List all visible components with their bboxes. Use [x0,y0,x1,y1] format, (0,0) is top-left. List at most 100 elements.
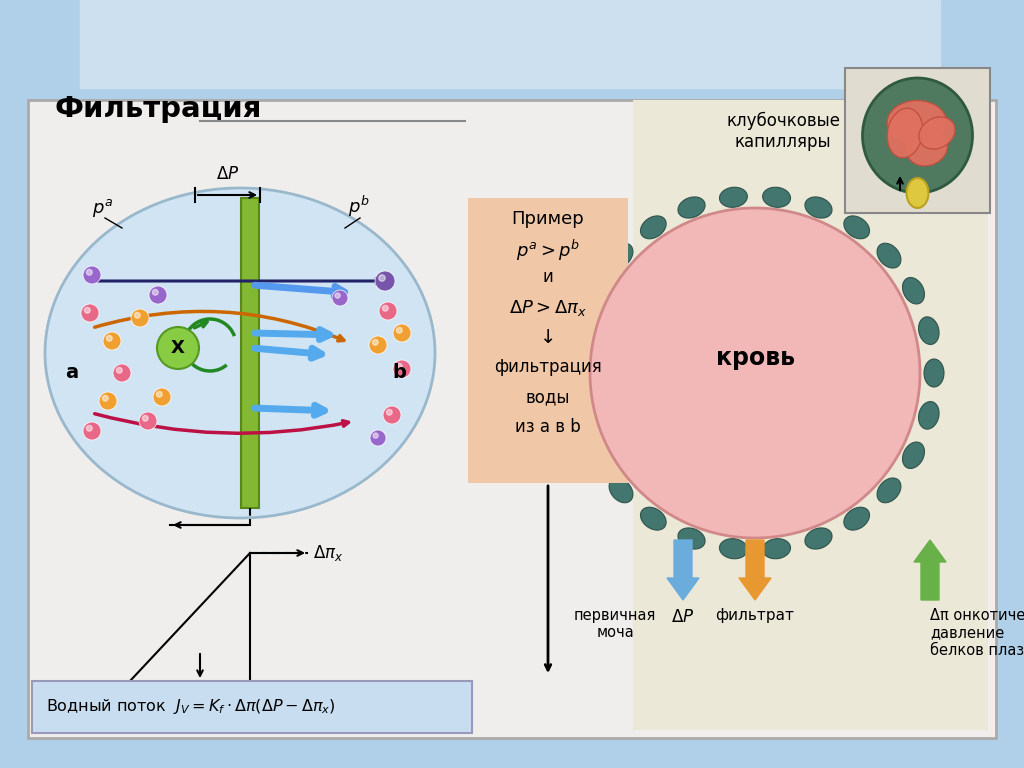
Circle shape [386,409,392,415]
Circle shape [103,332,121,350]
Circle shape [106,336,113,341]
Text: фильтрат: фильтрат [716,608,795,623]
Ellipse shape [45,188,435,518]
Text: Пример: Пример [512,210,585,228]
Ellipse shape [924,359,944,387]
Ellipse shape [640,216,667,239]
Text: Фильтрация: Фильтрация [55,95,262,123]
Bar [32,681,472,733]
Circle shape [113,364,131,382]
Ellipse shape [720,187,748,207]
Circle shape [375,271,395,291]
Text: ↓: ↓ [540,328,556,347]
Circle shape [370,430,386,446]
Ellipse shape [609,243,633,268]
Text: b: b [392,363,406,382]
Circle shape [157,327,199,369]
Text: Водный поток  $J_V = K_f \cdot \Delta\pi(\Delta P - \Delta\pi_x)$: Водный поток $J_V = K_f \cdot \Delta\pi(… [46,697,336,717]
Ellipse shape [609,478,633,503]
Ellipse shape [887,101,947,145]
Circle shape [393,360,411,378]
Ellipse shape [805,197,833,218]
Ellipse shape [906,178,929,208]
Circle shape [142,415,148,421]
Text: a: a [65,363,78,382]
Circle shape [393,324,411,342]
Circle shape [99,392,117,410]
Ellipse shape [878,243,901,268]
Text: $\Delta P$: $\Delta P$ [216,165,240,183]
Ellipse shape [844,216,869,239]
Text: воды: воды [525,388,570,406]
Text: кровь: кровь [716,346,795,370]
Ellipse shape [902,442,925,468]
Ellipse shape [678,197,706,218]
Circle shape [86,425,92,431]
Circle shape [83,422,101,440]
Circle shape [373,433,378,439]
Circle shape [83,266,101,284]
Text: фильтрация: фильтрация [495,358,602,376]
Circle shape [150,286,167,304]
Ellipse shape [919,117,955,149]
Text: $\Delta P > \Delta\pi_x$: $\Delta P > \Delta\pi_x$ [509,298,587,318]
Ellipse shape [844,507,869,530]
Circle shape [153,290,158,295]
Ellipse shape [805,528,833,549]
Ellipse shape [678,528,706,549]
Bar [80,0,940,88]
FancyArrow shape [914,540,946,600]
Ellipse shape [640,507,667,530]
Text: и: и [543,268,553,286]
Ellipse shape [720,538,748,559]
Circle shape [590,208,920,538]
Circle shape [379,302,397,320]
Text: первичная
моча: первичная моча [573,608,656,641]
Circle shape [379,275,385,281]
Circle shape [383,406,401,424]
Circle shape [157,392,162,397]
Text: клубочковые
капилляры: клубочковые капилляры [726,112,840,151]
Ellipse shape [902,277,925,304]
Circle shape [139,412,157,430]
Circle shape [396,363,402,369]
Ellipse shape [887,108,923,157]
Ellipse shape [571,317,592,344]
Ellipse shape [586,442,607,468]
Circle shape [134,313,140,318]
FancyArrow shape [739,540,771,600]
Circle shape [117,367,122,373]
Bar [633,100,988,730]
Ellipse shape [571,402,592,429]
FancyArrow shape [667,540,699,600]
Circle shape [373,339,378,345]
Bar [241,198,259,508]
Ellipse shape [586,277,607,304]
Bar [845,68,990,213]
Ellipse shape [862,78,973,193]
Ellipse shape [919,402,939,429]
Text: из a в b: из a в b [515,418,581,436]
Ellipse shape [763,187,791,207]
Text: X: X [171,339,185,357]
Circle shape [153,388,171,406]
Ellipse shape [566,359,586,387]
Circle shape [86,270,92,275]
Ellipse shape [878,478,901,503]
Text: $\Delta\pi_x$: $\Delta\pi_x$ [313,543,343,563]
Text: Δπ онкотическое
давление
белков плазмы: Δπ онкотическое давление белков плазмы [930,608,1024,658]
Text: $p^a$: $p^a$ [92,197,114,219]
Circle shape [84,307,90,313]
Circle shape [102,396,109,401]
Circle shape [131,309,150,327]
Text: $p^a > p^b$: $p^a > p^b$ [516,238,581,263]
Ellipse shape [919,317,939,344]
Circle shape [335,293,340,298]
Ellipse shape [763,538,791,559]
Circle shape [332,290,348,306]
Circle shape [382,306,388,311]
Bar [28,100,996,738]
Circle shape [396,327,402,333]
Bar [468,198,628,483]
Text: $\Delta P$: $\Delta P$ [672,608,694,626]
